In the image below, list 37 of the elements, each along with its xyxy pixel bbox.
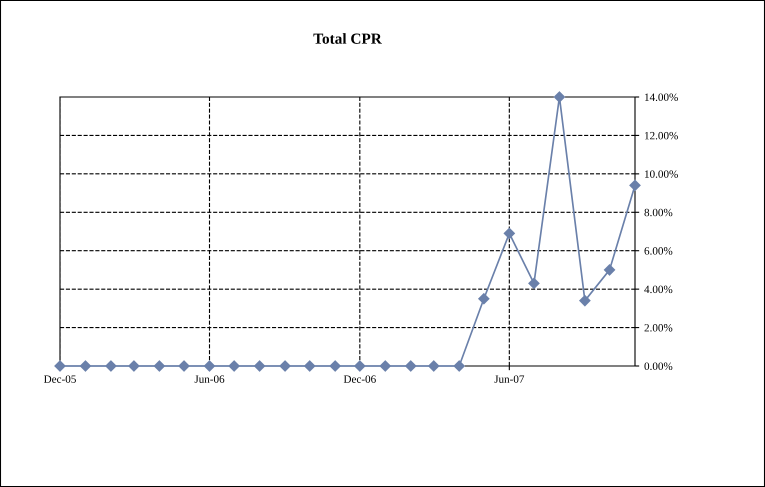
x-tick-label: Jun-07	[494, 375, 524, 383]
point	[405, 360, 416, 372]
point	[478, 293, 490, 304]
y-tick-label: 14.00%	[645, 93, 678, 102]
point	[54, 360, 66, 372]
y-tick-label: 6.00%	[644, 247, 672, 255]
point	[154, 360, 165, 372]
point	[254, 360, 266, 372]
point	[604, 264, 616, 276]
point	[629, 180, 641, 191]
y-tick-label: 12.00%	[645, 132, 678, 140]
chart-title: Total CPR	[313, 33, 382, 44]
point	[228, 360, 240, 372]
point	[80, 360, 92, 372]
point	[330, 360, 341, 372]
point	[128, 360, 140, 372]
y-tick-label: 8.00%	[644, 208, 672, 216]
point	[528, 278, 540, 289]
point	[279, 360, 291, 372]
point	[554, 91, 566, 103]
point	[204, 360, 216, 372]
y-tick-label: 10.00%	[645, 170, 678, 178]
point	[454, 360, 465, 372]
point	[105, 360, 117, 372]
x-tick-label: Jun-06	[194, 375, 224, 383]
y-tick-label: 4.00%	[644, 286, 672, 294]
point	[504, 228, 515, 240]
point	[354, 360, 366, 372]
point	[380, 360, 391, 372]
x-tick-label: Dec-06	[344, 375, 376, 383]
point	[428, 360, 440, 372]
x-tick-label: Dec-05	[44, 375, 76, 383]
point	[304, 360, 316, 372]
point	[178, 360, 190, 372]
point	[579, 295, 590, 306]
y-tick-label: 0.00%	[644, 362, 672, 370]
y-tick-label: 2.00%	[644, 324, 672, 332]
